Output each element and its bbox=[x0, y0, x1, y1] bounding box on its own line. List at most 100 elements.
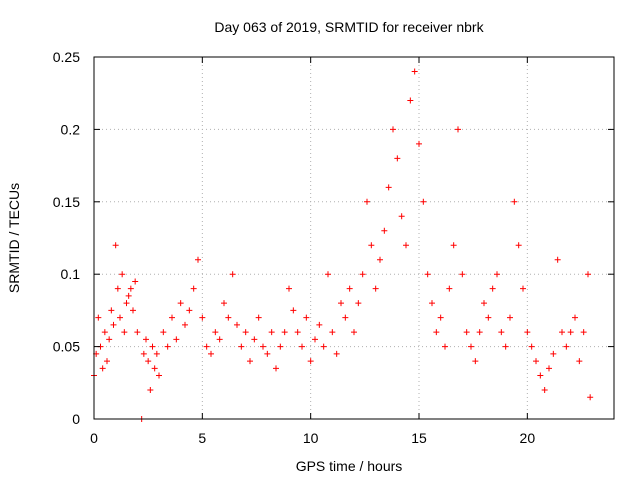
data-point bbox=[255, 314, 262, 321]
data-point bbox=[117, 314, 123, 321]
x-tick-label: 0 bbox=[90, 430, 98, 446]
data-point bbox=[411, 68, 418, 75]
data-point bbox=[459, 271, 466, 278]
data-point bbox=[132, 278, 139, 285]
data-point bbox=[286, 285, 292, 292]
data-point bbox=[385, 184, 392, 191]
data-points bbox=[91, 68, 594, 422]
y-tick-label: 0.15 bbox=[53, 194, 80, 210]
data-point bbox=[294, 329, 301, 336]
data-point bbox=[554, 256, 561, 263]
y-tick-label: 0.05 bbox=[53, 339, 80, 355]
data-point bbox=[114, 285, 121, 292]
data-point bbox=[104, 358, 110, 365]
data-point bbox=[476, 329, 483, 336]
data-point bbox=[364, 198, 370, 205]
data-point bbox=[149, 343, 156, 350]
axis-ticks: 0 0.05 0.1 0.15 0.2 0.25 0 5 10 15 20 bbox=[53, 49, 614, 446]
data-point bbox=[377, 256, 383, 263]
data-point bbox=[442, 343, 448, 350]
data-point bbox=[208, 350, 214, 357]
data-point bbox=[450, 242, 457, 249]
data-point bbox=[437, 314, 444, 321]
data-point bbox=[351, 329, 357, 336]
y-tick-label: 0.1 bbox=[61, 266, 81, 282]
data-point bbox=[125, 292, 132, 299]
data-point bbox=[134, 329, 141, 336]
data-point bbox=[502, 343, 509, 350]
data-point bbox=[147, 387, 154, 394]
chart-title: Day 063 of 2019, SRMTID for receiver nbr… bbox=[214, 19, 484, 35]
data-point bbox=[567, 329, 574, 336]
data-point bbox=[173, 336, 180, 343]
data-point bbox=[420, 198, 427, 205]
data-point bbox=[199, 314, 206, 321]
data-point bbox=[515, 242, 522, 249]
data-point bbox=[528, 343, 535, 350]
data-point bbox=[550, 350, 557, 357]
data-point bbox=[127, 285, 134, 292]
data-point bbox=[463, 329, 470, 336]
data-point bbox=[355, 300, 362, 307]
data-point bbox=[333, 350, 340, 357]
data-point bbox=[242, 329, 249, 336]
data-point bbox=[95, 314, 102, 321]
data-point bbox=[106, 336, 113, 343]
data-point bbox=[273, 365, 279, 372]
data-point bbox=[368, 242, 375, 249]
data-point bbox=[225, 314, 232, 321]
data-point bbox=[407, 97, 414, 104]
data-point bbox=[587, 394, 594, 401]
data-point bbox=[511, 198, 518, 205]
data-point bbox=[312, 336, 318, 343]
data-point bbox=[160, 329, 167, 336]
data-point bbox=[507, 314, 513, 321]
data-point bbox=[203, 343, 210, 350]
data-point bbox=[372, 285, 379, 292]
data-point bbox=[99, 365, 106, 372]
data-point bbox=[303, 314, 310, 321]
data-point bbox=[468, 343, 474, 350]
data-point bbox=[498, 329, 505, 336]
data-point bbox=[485, 314, 492, 321]
data-point bbox=[494, 271, 500, 278]
data-point bbox=[472, 358, 479, 365]
data-point bbox=[221, 300, 227, 307]
data-point bbox=[533, 358, 539, 365]
data-point bbox=[156, 372, 162, 379]
data-point bbox=[290, 307, 297, 314]
x-tick-label: 10 bbox=[303, 430, 319, 446]
data-point bbox=[164, 343, 171, 350]
data-point bbox=[177, 300, 184, 307]
data-point bbox=[481, 300, 487, 307]
data-point bbox=[119, 271, 126, 278]
data-point bbox=[212, 329, 219, 336]
x-tick-label: 20 bbox=[520, 430, 536, 446]
data-point bbox=[186, 307, 193, 314]
data-point bbox=[576, 358, 583, 365]
data-point bbox=[140, 350, 147, 357]
data-point bbox=[394, 155, 401, 162]
data-point bbox=[342, 314, 349, 321]
data-point bbox=[268, 329, 275, 336]
data-point bbox=[403, 242, 409, 249]
data-point bbox=[216, 336, 223, 343]
data-point bbox=[329, 329, 336, 336]
data-point bbox=[537, 372, 544, 379]
data-point bbox=[251, 336, 258, 343]
data-point bbox=[101, 329, 108, 336]
x-tick-label: 5 bbox=[198, 430, 206, 446]
data-point bbox=[110, 321, 117, 328]
data-point bbox=[238, 343, 245, 350]
data-point bbox=[585, 271, 591, 278]
data-point bbox=[429, 300, 435, 307]
x-tick-label: 15 bbox=[411, 430, 427, 446]
data-point bbox=[455, 126, 461, 133]
data-point bbox=[338, 300, 344, 307]
data-point bbox=[264, 350, 271, 357]
data-point bbox=[524, 329, 531, 336]
data-point bbox=[112, 242, 119, 249]
grid-lines bbox=[94, 57, 614, 419]
x-axis-label: GPS time / hours bbox=[296, 458, 403, 474]
data-point bbox=[281, 329, 288, 336]
